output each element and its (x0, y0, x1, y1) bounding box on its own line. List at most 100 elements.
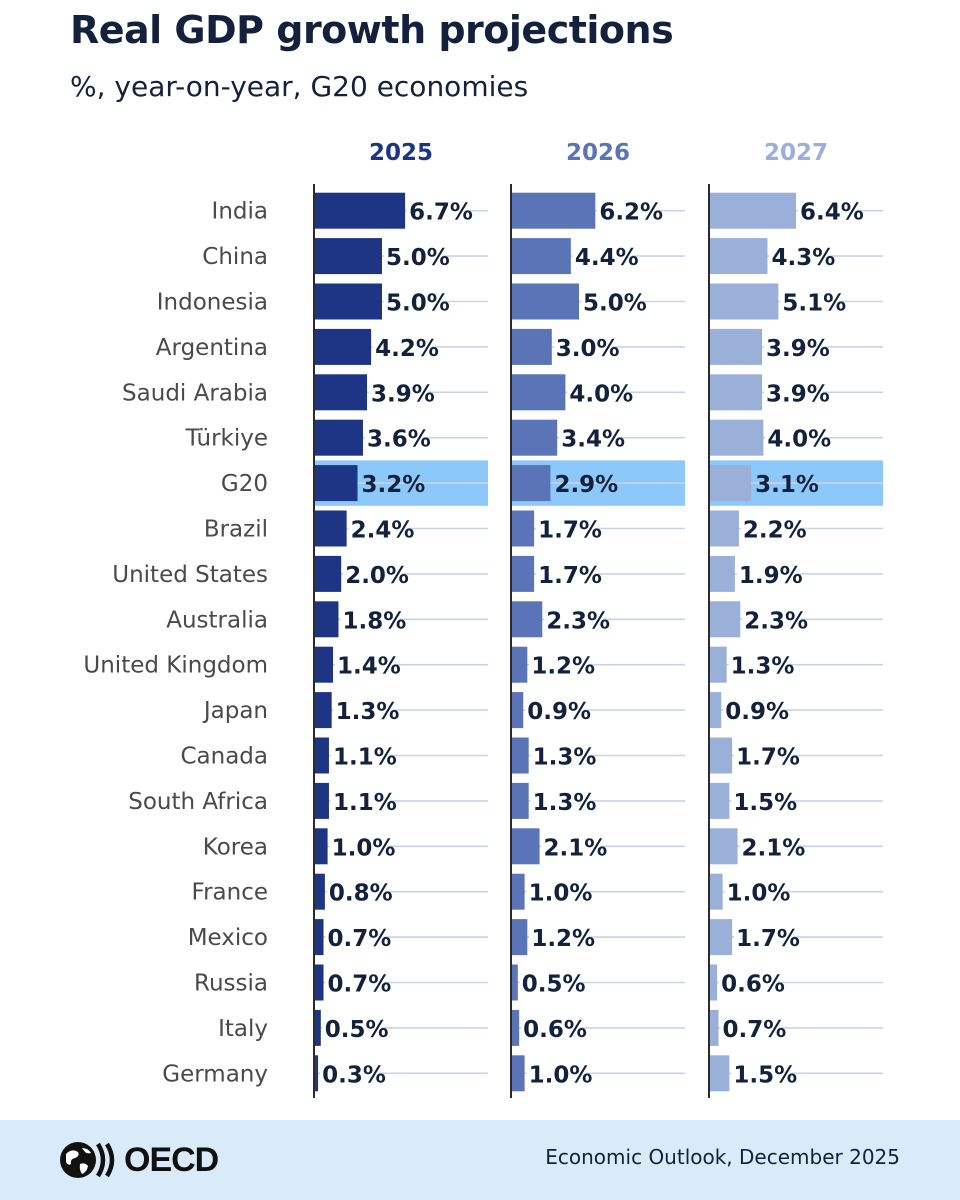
value-label-2027-germany: 1.5% (733, 1062, 797, 1088)
value-label-2027-france: 1.0% (727, 881, 791, 907)
value-label-2025-japan: 1.3% (336, 699, 400, 725)
value-label-2026-saudi-arabia: 4.0% (569, 381, 633, 407)
value-label-2025-brazil: 2.4% (351, 518, 415, 544)
value-label-bg-2025-germany (320, 1058, 379, 1089)
value-label-2025-g20: 3.2% (362, 472, 426, 498)
bar-2025-china (314, 238, 382, 275)
bar-2026-germany (511, 1055, 525, 1092)
bar-2025-brazil (314, 510, 347, 547)
value-label-2025-south-africa: 1.1% (333, 790, 397, 816)
category-label-mexico: Mexico (188, 925, 268, 951)
bar-2027-indonesia (709, 283, 779, 320)
category-label-brazil: Brazil (204, 517, 268, 543)
value-label-2026-korea: 2.1% (544, 835, 608, 861)
bar-2027-korea (709, 828, 738, 865)
bar-2027-india (709, 192, 797, 229)
value-label-bg-2026-argentina (553, 331, 613, 362)
bar-2025-japan (314, 692, 332, 729)
value-label-bg-2027-russia (719, 967, 778, 998)
value-label-2026-brazil: 1.7% (538, 518, 602, 544)
footer-bar (0, 1120, 960, 1200)
value-label-bg-2026-australia (544, 604, 604, 635)
value-label-2027-india: 6.4% (800, 200, 864, 226)
value-label-2027-south-africa: 1.5% (733, 790, 797, 816)
bar-2026-g20 (511, 465, 551, 502)
value-label-bg-2027-indonesia (780, 286, 840, 317)
value-label-bg-2026-brazil (536, 513, 595, 544)
value-label-2027-italy: 0.7% (723, 1017, 787, 1043)
bar-2025-united-states (314, 555, 342, 592)
bar-2026-russia (511, 964, 518, 1001)
value-label-2025-saudi-arabia: 3.9% (371, 381, 435, 407)
bar-2026-australia (511, 601, 543, 638)
value-label-2026-mexico: 1.2% (531, 926, 595, 952)
bar-2025-g20 (314, 465, 358, 502)
bar-2027-japan (709, 692, 722, 729)
value-label-bg-2025-brazil (348, 513, 408, 544)
bar-2025-korea (314, 828, 328, 865)
category-label-t-rkiye: Türkiye (185, 426, 268, 452)
bar-2025-russia (314, 964, 324, 1001)
bar-2025-canada (314, 737, 329, 774)
value-label-bg-2027-italy (720, 1012, 780, 1043)
value-label-bg-2026-india (597, 195, 657, 226)
bar-2026-south-africa (511, 782, 529, 819)
bar-2027-united-kingdom (709, 646, 727, 683)
category-label-united-states: United States (112, 562, 268, 588)
value-label-2025-canada: 1.1% (333, 745, 397, 771)
bar-2026-india (511, 192, 596, 229)
bar-2027-germany (709, 1055, 730, 1092)
value-label-bg-2026-united-kingdom (529, 649, 589, 680)
bar-2025-south-africa (314, 782, 329, 819)
value-label-2027-g20: 3.1% (755, 472, 819, 498)
category-label-canada: Canada (180, 744, 268, 770)
value-label-2027-saudi-arabia: 3.9% (766, 381, 830, 407)
value-label-bg-2025-france (326, 876, 386, 907)
value-label-2026-united-kingdom: 1.2% (531, 654, 595, 680)
chart-subtitle: %, year-on-year, G20 economies (70, 70, 529, 103)
value-label-2027-t-rkiye: 4.0% (767, 427, 831, 453)
category-label-india: India (212, 199, 268, 225)
category-label-united-kingdom: United Kingdom (83, 653, 268, 679)
bar-2027-united-states (709, 555, 735, 592)
category-label-japan: Japan (202, 698, 268, 724)
bar-2027-saudi-arabia (709, 374, 763, 411)
value-label-bg-2027-argentina (764, 331, 823, 362)
bar-2026-canada (511, 737, 529, 774)
bar-2025-france (314, 873, 325, 910)
value-label-2025-china: 5.0% (386, 245, 450, 271)
value-label-bg-2026-t-rkiye (559, 422, 619, 453)
value-label-2027-australia: 2.3% (744, 608, 808, 634)
value-label-bg-2026-canada (530, 740, 590, 771)
bar-2027-g20 (709, 465, 752, 502)
category-label-australia: Australia (166, 607, 268, 633)
value-label-2025-mexico: 0.7% (328, 926, 392, 952)
bar-2027-russia (709, 964, 718, 1001)
value-label-bg-2026-italy (521, 1012, 580, 1043)
bar-2026-united-states (511, 555, 535, 592)
chart-title: Real GDP growth projections (70, 8, 674, 52)
value-label-2026-australia: 2.3% (546, 608, 610, 634)
bar-2026-united-kingdom (511, 646, 528, 683)
value-label-2026-argentina: 3.0% (556, 336, 620, 362)
category-label-saudi-arabia: Saudi Arabia (122, 380, 268, 406)
value-label-bg-2026-japan (525, 695, 585, 726)
value-label-2025-australia: 1.8% (342, 608, 406, 634)
value-label-2026-south-africa: 1.3% (533, 790, 597, 816)
category-label-korea: Korea (203, 834, 268, 860)
bar-2026-argentina (511, 328, 552, 365)
value-label-bg-2025-south-africa (330, 785, 390, 816)
value-label-bg-2026-united-states (536, 558, 595, 589)
bar-2026-france (511, 873, 525, 910)
value-label-2025-argentina: 4.2% (375, 336, 439, 362)
value-label-bg-2027-france (724, 876, 784, 907)
bar-2027-italy (709, 1009, 719, 1046)
value-label-2025-united-kingdom: 1.4% (337, 654, 401, 680)
category-label-china: China (202, 244, 268, 270)
value-label-2027-canada: 1.7% (736, 745, 800, 771)
value-label-bg-2025-united-kingdom (335, 649, 394, 680)
value-label-bg-2027-brazil (740, 513, 800, 544)
bar-2025-italy (314, 1009, 321, 1046)
value-label-bg-2026-russia (519, 967, 579, 998)
bar-2025-indonesia (314, 283, 382, 320)
